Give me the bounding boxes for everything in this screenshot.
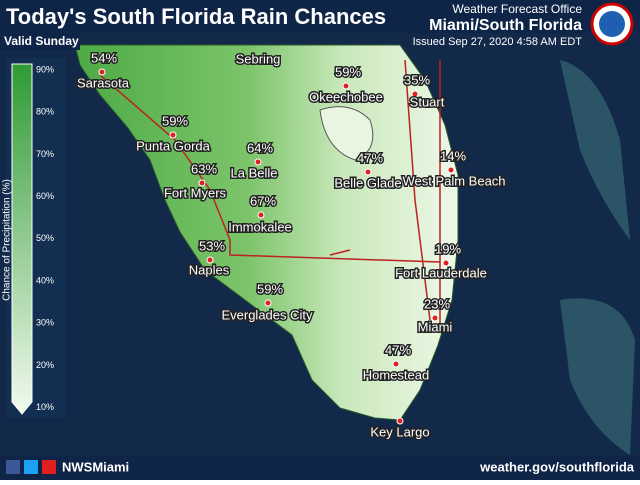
header-bar <box>0 0 640 33</box>
city-dot <box>447 166 455 174</box>
footer-handle[interactable]: NWSMiami <box>62 459 129 474</box>
city-name: Fort Lauderdale <box>395 265 487 280</box>
city-chance: 59% <box>257 281 283 296</box>
city-name: Homestead <box>363 367 429 382</box>
city-dot <box>442 259 450 267</box>
twitter-icon[interactable] <box>24 460 38 474</box>
legend-label: 50% <box>36 233 54 243</box>
issued: Issued Sep 27, 2020 4:58 AM EDT <box>413 36 583 48</box>
city-name: Miami <box>418 319 453 334</box>
region: Miami/South Florida <box>429 17 582 34</box>
footer-url[interactable]: weather.gov/southflorida <box>479 459 635 474</box>
city-name: Naples <box>189 262 230 277</box>
footer-bar <box>0 456 640 480</box>
city-dot <box>254 158 262 166</box>
office: Weather Forecast Office <box>452 2 582 16</box>
city-name: Everglades City <box>221 307 313 322</box>
legend-label: 40% <box>36 275 54 285</box>
city-dot <box>431 314 439 322</box>
city-chance: 19% <box>435 241 461 256</box>
legend-labels: 90% 80% 70% 60% 50% 40% 30% 20% 10% <box>36 64 54 412</box>
city-chance: 14% <box>440 148 466 163</box>
city-chance: 35% <box>404 72 430 87</box>
city-dot <box>98 68 106 76</box>
title: Today's South Florida Rain Chances <box>6 4 386 29</box>
city-name: Okeechobee <box>309 89 383 104</box>
city-chance: 64% <box>247 140 273 155</box>
legend-label: 70% <box>36 149 54 159</box>
city-dot <box>364 168 372 176</box>
city-dot <box>198 179 206 187</box>
city-dot <box>257 211 265 219</box>
city-chance: 63% <box>191 161 217 176</box>
city-dot <box>342 82 350 90</box>
city-name: Punta Gorda <box>136 138 210 153</box>
valid: Valid Sunday <box>4 34 79 48</box>
city-dot <box>206 256 214 264</box>
legend-label: 90% <box>36 64 54 74</box>
city-name: Immokalee <box>228 219 292 234</box>
legend-bar <box>11 63 33 415</box>
city-chance: 67% <box>250 193 276 208</box>
city-name: Sarasota <box>77 75 130 90</box>
city-chance: 59% <box>335 64 361 79</box>
city-name: West Palm Beach <box>402 173 505 188</box>
legend-label: 10% <box>36 402 54 412</box>
youtube-icon[interactable] <box>42 460 56 474</box>
city-chance: 54% <box>91 50 117 65</box>
city-name: La Belle <box>231 165 278 180</box>
city-chance: 53% <box>199 238 225 253</box>
city-name: Belle Glade <box>334 175 401 190</box>
legend-label: 20% <box>36 360 54 370</box>
city-dot <box>396 417 404 425</box>
city-dot <box>264 299 272 307</box>
city-chance: 59% <box>162 113 188 128</box>
city-name: Stuart <box>410 94 445 109</box>
city-chance: 47% <box>385 342 411 357</box>
nws-logo-inner <box>599 11 625 37</box>
legend-label: 60% <box>36 191 54 201</box>
city-dot <box>392 360 400 368</box>
city-dot <box>411 90 419 98</box>
city-dot <box>169 131 177 139</box>
legend-title: Chance of Precipitation (%) <box>2 179 13 301</box>
city-chance: 23% <box>424 296 450 311</box>
city-name: Sebring <box>236 51 281 66</box>
city-chance: 47% <box>357 150 383 165</box>
lake-okeechobee <box>319 106 374 161</box>
facebook-icon[interactable] <box>6 460 20 474</box>
highways <box>99 59 441 330</box>
city-name: Key Largo <box>370 424 429 439</box>
legend-label: 30% <box>36 318 54 328</box>
legend-label: 80% <box>36 107 54 117</box>
city-name: Fort Myers <box>164 185 227 200</box>
islands <box>560 60 635 455</box>
cities: 54% Sarasota Sebring 59% Okeechobee 35% Stuart… <box>75 49 507 441</box>
valid-bg <box>0 33 80 50</box>
